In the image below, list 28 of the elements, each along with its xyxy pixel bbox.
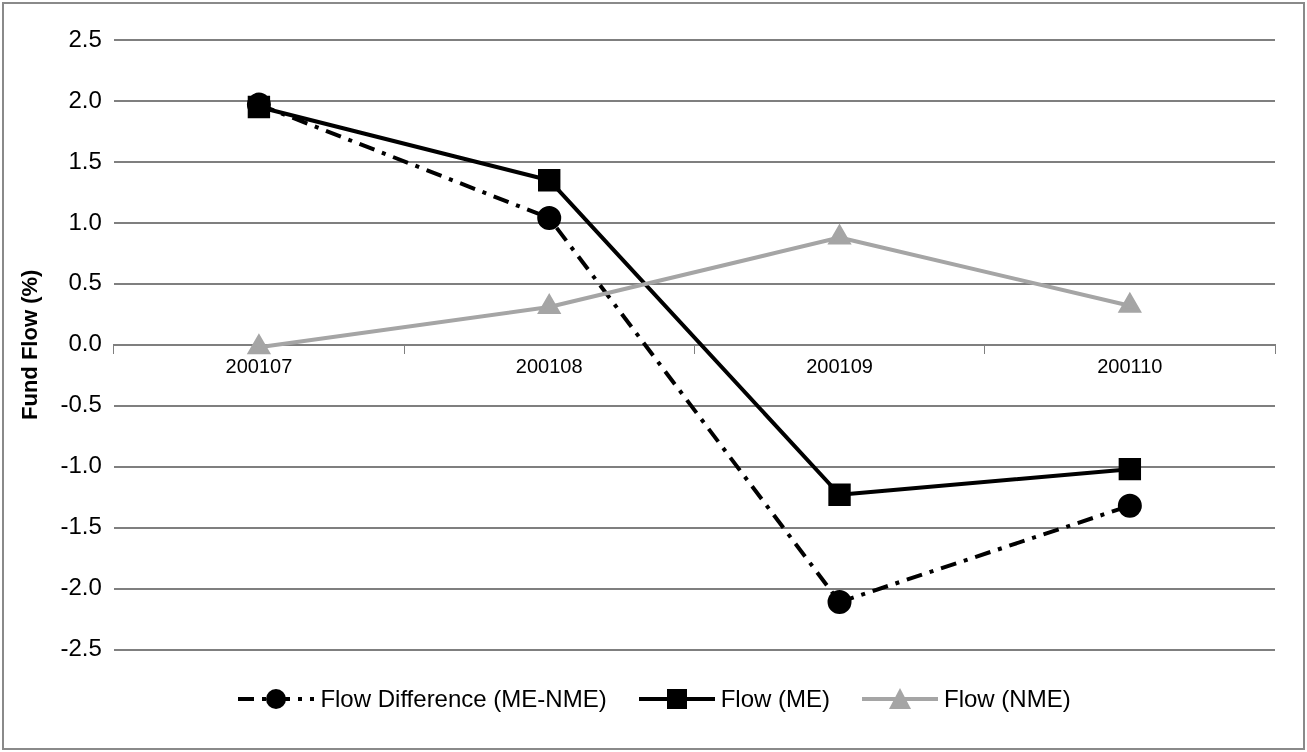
point	[1118, 457, 1142, 481]
x-tick-label: 200109	[806, 355, 873, 378]
point	[537, 206, 562, 230]
y-tick-label: -1.5	[60, 512, 102, 540]
point	[827, 590, 852, 615]
y-tick-label: -2.0	[60, 573, 102, 601]
y-tick-label: 1.0	[68, 207, 102, 235]
y-tick-label: -1.0	[60, 451, 102, 479]
point	[248, 335, 270, 355]
x-tick-label: 200108	[515, 355, 583, 378]
y-axis-title: Fund Flow (%)	[17, 269, 43, 420]
y-tick-label: 0.5	[68, 268, 102, 296]
legend-label: Flow (ME)	[720, 685, 830, 713]
y-tick-label: 2.0	[68, 85, 102, 113]
y-tick-label: 0.0	[68, 329, 102, 357]
point	[828, 483, 851, 506]
y-tick-label: 2.5	[68, 24, 102, 52]
point	[538, 169, 561, 192]
legend-label: Flow Difference (ME-NME)	[320, 685, 607, 713]
y-tick-label: 1.5	[68, 146, 102, 174]
y-tick-label: -0.5	[60, 390, 102, 418]
point	[538, 295, 560, 315]
y-tick-label: -2.5	[60, 634, 102, 662]
point	[828, 225, 851, 245]
legend-label: Flow (NME)	[943, 685, 1071, 713]
point	[1117, 493, 1142, 518]
x-tick-label: 200107	[225, 355, 293, 378]
x-tick-label: 200110	[1097, 355, 1163, 378]
